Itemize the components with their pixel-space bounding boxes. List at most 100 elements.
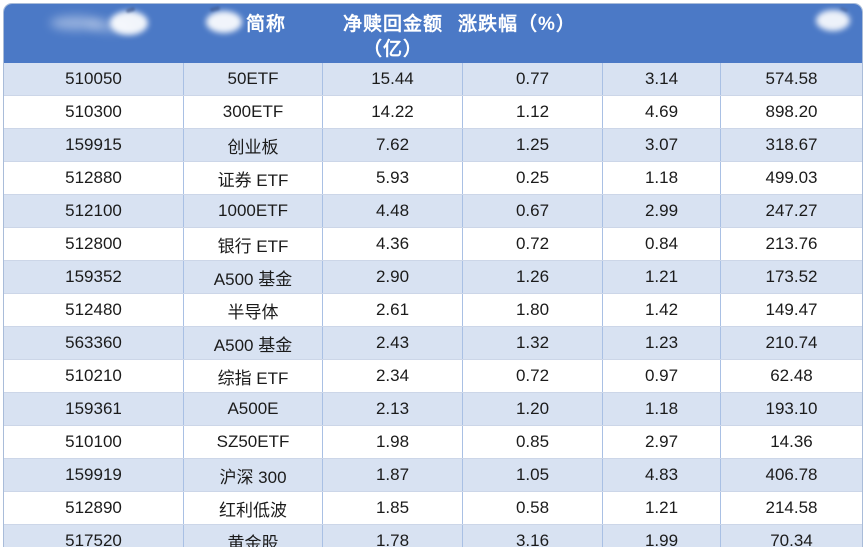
cell-code: 512880 [4, 162, 184, 194]
cell-change: 0.67 [463, 195, 603, 227]
cell-net-redemption: 1.85 [323, 492, 463, 524]
cell-change: 0.58 [463, 492, 603, 524]
cell-name: 50ETF [184, 63, 323, 95]
cell-net-redemption: 1.78 [323, 525, 463, 547]
cell-code: 510300 [4, 96, 184, 128]
cell-net-redemption: 15.44 [323, 63, 463, 95]
cell-code: 510100 [4, 426, 184, 458]
etf-table: 简称 净赎回金额 （亿） 涨跌幅（%） 510050 50ETF 15. [3, 3, 863, 547]
cell-change: 0.72 [463, 360, 603, 392]
header-change-label: 涨跌幅（%） [458, 14, 576, 35]
table-row: 510100 SZ50ETF 1.98 0.85 2.97 14.36 [4, 425, 862, 458]
cell-col5: 1.18 [603, 393, 721, 425]
cell-net-redemption: 1.98 [323, 426, 463, 458]
header-name-label: 简称 [246, 14, 287, 35]
cell-name: SZ50ETF [184, 426, 323, 458]
header-change: 涨跌幅（%） [458, 4, 603, 63]
cell-code: 512890 [4, 492, 184, 524]
cell-col5: 1.21 [603, 261, 721, 293]
header-net-redemption-line2: （亿） [362, 39, 423, 60]
header-col6 [721, 4, 862, 63]
cell-col6: 574.58 [765, 69, 818, 88]
table-row: 159361 A500E 2.13 1.20 1.18 193.10 [4, 392, 862, 425]
cell-change: 0.25 [463, 162, 603, 194]
cell-col6: 173.52 [765, 267, 818, 286]
cell-code: 159352 [4, 261, 184, 293]
cell-col6: 898.20 [765, 102, 818, 121]
cell-change: 1.32 [463, 327, 603, 359]
smudge-remnant-mark [839, 6, 849, 13]
cell-net-redemption: 7.62 [323, 129, 463, 161]
cell-name: A500E [184, 393, 323, 425]
cell-code: 510050 [4, 63, 184, 95]
cell-col5: 1.99 [603, 525, 721, 547]
cell-net-redemption: 2.90 [323, 261, 463, 293]
smudge-remnant-mark [125, 6, 136, 14]
cell-name: 黄金股 [184, 525, 323, 547]
cell-name: 银行 ETF [184, 228, 323, 260]
cell-change: 1.12 [463, 96, 603, 128]
cell-code: 563360 [4, 327, 184, 359]
cell-col5: 2.99 [603, 195, 721, 227]
cell-col5: 1.23 [603, 327, 721, 359]
cell-code: 512100 [4, 195, 184, 227]
cell-change: 1.25 [463, 129, 603, 161]
cell-name: A500 基金 [184, 261, 323, 293]
cell-col6: 406.78 [765, 465, 818, 484]
cell-col5: 1.42 [603, 294, 721, 326]
cell-code: 512480 [4, 294, 184, 326]
cell-code: 517520 [4, 525, 184, 547]
cell-change: 1.26 [463, 261, 603, 293]
table-row: 159915 创业板 7.62 1.25 3.07 318.67 [4, 128, 862, 161]
cell-code: 159361 [4, 393, 184, 425]
cell-col5: 0.84 [603, 228, 721, 260]
cell-name: 1000ETF [184, 195, 323, 227]
cell-name: 300ETF [184, 96, 323, 128]
cell-col6: 193.10 [765, 399, 818, 418]
cell-col6: 62.48 [770, 366, 813, 385]
table-body: 510050 50ETF 15.44 0.77 3.14 574.58 5103… [4, 63, 862, 547]
cell-name: A500 基金 [184, 327, 323, 359]
header-col5 [603, 4, 721, 63]
cell-code: 159919 [4, 459, 184, 491]
header-name: 简称 [184, 4, 323, 63]
cell-col5: 0.97 [603, 360, 721, 392]
smudge-mark [50, 16, 102, 30]
cell-name: 红利低波 [184, 492, 323, 524]
cell-net-redemption: 2.34 [323, 360, 463, 392]
table-row: 159919 沪深 300 1.87 1.05 4.83 406.78 [4, 458, 862, 491]
header-net-redemption-line1: 净赎回金额 [342, 14, 443, 35]
cell-col5: 3.14 [603, 63, 721, 95]
cell-change: 1.05 [463, 459, 603, 491]
cell-change: 1.20 [463, 393, 603, 425]
cell-net-redemption: 4.48 [323, 195, 463, 227]
cell-net-redemption: 2.13 [323, 393, 463, 425]
table-header: 简称 净赎回金额 （亿） 涨跌幅（%） [4, 4, 862, 63]
cell-code: 510210 [4, 360, 184, 392]
smudge-mark [88, 20, 134, 32]
cell-name: 证券 ETF [184, 162, 323, 194]
smudge-mark [110, 11, 148, 35]
cell-net-redemption: 14.22 [323, 96, 463, 128]
cell-col5: 4.69 [603, 96, 721, 128]
cell-col5: 1.21 [603, 492, 721, 524]
table-row: 512800 银行 ETF 4.36 0.72 0.84 213.76 [4, 227, 862, 260]
table-row: 159352 A500 基金 2.90 1.26 1.21 173.52 [4, 260, 862, 293]
cell-net-redemption: 5.93 [323, 162, 463, 194]
cell-net-redemption: 2.61 [323, 294, 463, 326]
cell-change: 0.85 [463, 426, 603, 458]
cell-col6: 70.34 [770, 531, 813, 547]
table-row: 512480 半导体 2.61 1.80 1.42 149.47 [4, 293, 862, 326]
cell-col5: 3.07 [603, 129, 721, 161]
table-row: 510050 50ETF 15.44 0.77 3.14 574.58 [4, 63, 862, 95]
cell-name: 半导体 [184, 294, 323, 326]
cell-name: 创业板 [184, 129, 323, 161]
cell-net-redemption: 4.36 [323, 228, 463, 260]
table-row: 517520 黄金股 1.78 3.16 1.99 70.34 [4, 524, 862, 547]
cell-code: 512800 [4, 228, 184, 260]
cell-col5: 2.97 [603, 426, 721, 458]
table-row: 512890 红利低波 1.85 0.58 1.21 214.58 [4, 491, 862, 524]
cell-change: 3.16 [463, 525, 603, 547]
smudge-mark [816, 10, 850, 31]
